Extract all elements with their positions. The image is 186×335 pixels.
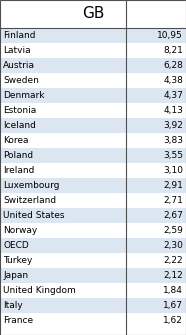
- Text: GB: GB: [82, 6, 104, 21]
- Text: 2,30: 2,30: [163, 241, 183, 250]
- Bar: [0, 313, 186, 328]
- Text: Finland: Finland: [3, 31, 36, 40]
- Text: 6,28: 6,28: [163, 61, 183, 70]
- Bar: [0, 238, 186, 253]
- Text: 2,91: 2,91: [163, 181, 183, 190]
- Text: 8,21: 8,21: [163, 46, 183, 55]
- Bar: [0, 28, 186, 43]
- Bar: [0, 163, 186, 178]
- Text: 3,92: 3,92: [163, 121, 183, 130]
- Text: United Kingdom: United Kingdom: [3, 286, 76, 295]
- Text: 2,12: 2,12: [163, 271, 183, 280]
- Text: Japan: Japan: [3, 271, 28, 280]
- Text: Austria: Austria: [3, 61, 35, 70]
- Text: Turkey: Turkey: [3, 256, 32, 265]
- Text: Luxembourg: Luxembourg: [3, 181, 60, 190]
- Bar: [0, 133, 186, 148]
- Bar: [0, 103, 186, 118]
- Bar: [0, 118, 186, 133]
- Bar: [0, 73, 186, 88]
- Bar: [0, 148, 186, 163]
- Text: 4,38: 4,38: [163, 76, 183, 85]
- Text: 2,67: 2,67: [163, 211, 183, 220]
- Text: 3,83: 3,83: [163, 136, 183, 145]
- Text: Ireland: Ireland: [3, 166, 34, 175]
- Text: 10,95: 10,95: [157, 31, 183, 40]
- Bar: [0, 193, 186, 208]
- Bar: [0, 283, 186, 298]
- Text: 1,62: 1,62: [163, 316, 183, 325]
- Bar: [0, 88, 186, 103]
- Text: France: France: [3, 316, 33, 325]
- Bar: [0, 253, 186, 268]
- Text: Switzerland: Switzerland: [3, 196, 56, 205]
- Bar: [0, 268, 186, 283]
- Bar: [0, 223, 186, 238]
- Text: Denmark: Denmark: [3, 91, 44, 100]
- Text: Italy: Italy: [3, 301, 23, 310]
- Text: United States: United States: [3, 211, 65, 220]
- Text: Latvia: Latvia: [3, 46, 31, 55]
- Text: 3,10: 3,10: [163, 166, 183, 175]
- Text: 2,71: 2,71: [163, 196, 183, 205]
- Text: Poland: Poland: [3, 151, 33, 160]
- Bar: [0, 58, 186, 73]
- Bar: [0, 43, 186, 58]
- Text: Korea: Korea: [3, 136, 28, 145]
- Text: 4,37: 4,37: [163, 91, 183, 100]
- Bar: [0, 178, 186, 193]
- Text: OECD: OECD: [3, 241, 29, 250]
- Bar: [0, 208, 186, 223]
- Text: Norway: Norway: [3, 226, 37, 235]
- Text: 3,55: 3,55: [163, 151, 183, 160]
- Text: Sweden: Sweden: [3, 76, 39, 85]
- Text: Estonia: Estonia: [3, 106, 36, 115]
- Text: 2,59: 2,59: [163, 226, 183, 235]
- Text: 1,67: 1,67: [163, 301, 183, 310]
- Text: 2,22: 2,22: [163, 256, 183, 265]
- Text: 1,84: 1,84: [163, 286, 183, 295]
- Text: Iceland: Iceland: [3, 121, 36, 130]
- Bar: [0, 298, 186, 313]
- Text: 4,13: 4,13: [163, 106, 183, 115]
